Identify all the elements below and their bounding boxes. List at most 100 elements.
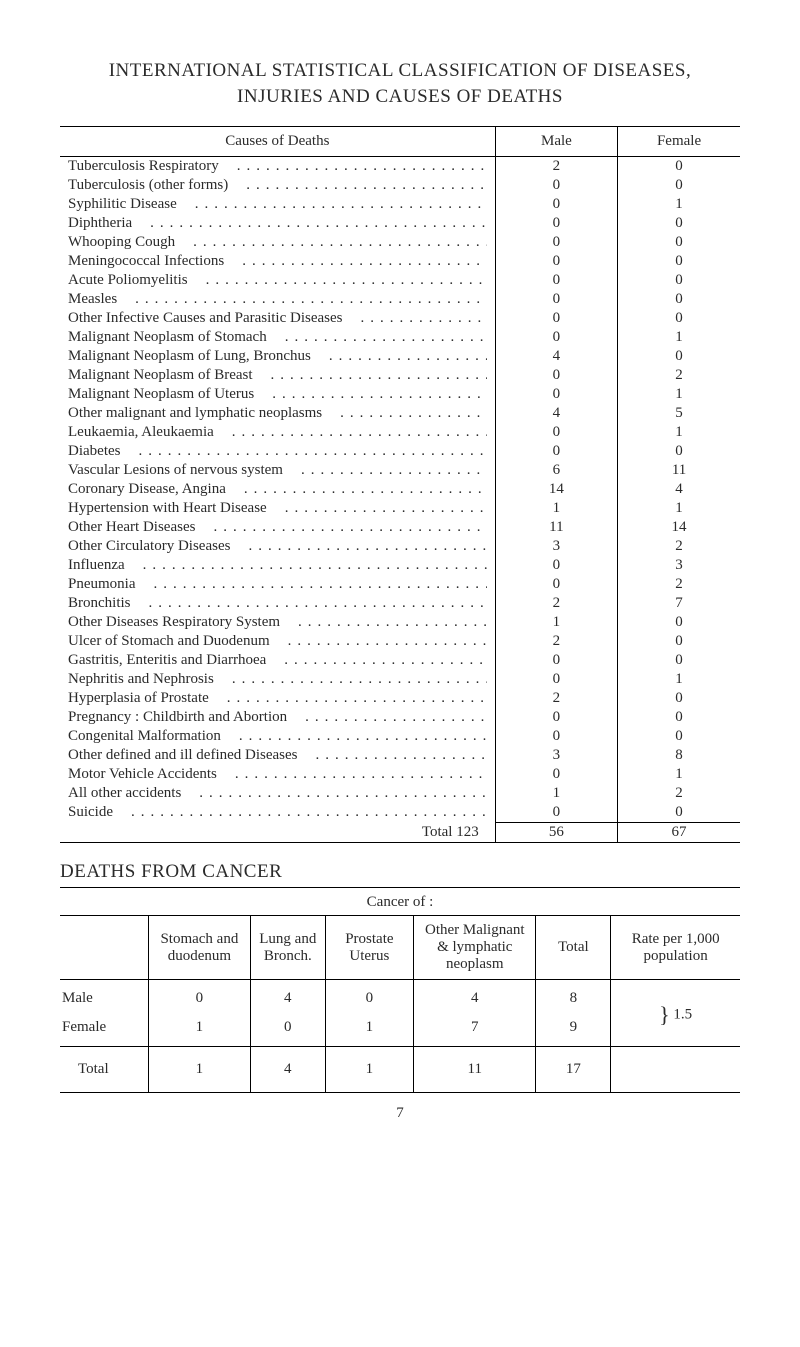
male-cell: 0: [495, 214, 617, 233]
leader-dots: ........................................…: [253, 367, 487, 384]
page-number: 7: [60, 1105, 740, 1122]
cause-cell: Malignant Neoplasm of Stomach...........…: [60, 328, 495, 347]
cause-label: Motor Vehicle Accidents: [68, 766, 217, 783]
male-cell: 0: [495, 708, 617, 727]
female-cell: 0: [618, 708, 740, 727]
cause-label: Malignant Neoplasm of Uterus: [68, 386, 254, 403]
female-cell: 1: [618, 670, 740, 689]
male-cell: 2: [495, 594, 617, 613]
cause-cell: Hypertension with Heart Disease.........…: [60, 499, 495, 518]
page-title-line1: INTERNATIONAL STATISTICAL CLASSIFICATION…: [60, 60, 740, 82]
female-cell: 0: [618, 157, 740, 177]
female-cell: 1: [618, 195, 740, 214]
cancer-table: Stomach and duodenum Lung and Bronch. Pr…: [60, 915, 740, 1093]
leader-dots: ........................................…: [120, 443, 486, 460]
col-header-male: Male: [495, 127, 617, 157]
male-cell: 0: [495, 385, 617, 404]
female-cell: 8: [618, 746, 740, 765]
female-cell: 0: [618, 252, 740, 271]
male-cell: 0: [495, 252, 617, 271]
cause-label: Tuberculosis Respiratory: [68, 158, 219, 175]
leader-dots: ........................................…: [298, 747, 487, 764]
cause-cell: Malignant Neoplasm of Uterus............…: [60, 385, 495, 404]
cause-label: Vascular Lesions of nervous system: [68, 462, 283, 479]
cancer-col-rate: Rate per 1,000 population: [611, 916, 740, 980]
cause-cell: Other Circulatory Diseases..............…: [60, 537, 495, 556]
male-cell: 0: [495, 309, 617, 328]
leader-dots: ........................................…: [217, 766, 487, 783]
cause-cell: Coronary Disease, Angina................…: [60, 480, 495, 499]
female-cell: 2: [618, 575, 740, 594]
cause-cell: Vascular Lesions of nervous system......…: [60, 461, 495, 480]
table-row: Coronary Disease, Angina................…: [60, 480, 740, 499]
table-row: Congenital Malformation.................…: [60, 727, 740, 746]
male-cell: 4: [495, 404, 617, 423]
cancer-col-prostate: Prostate Uterus: [325, 916, 413, 980]
male-cell: 0: [495, 271, 617, 290]
male-cell: 0: [495, 366, 617, 385]
leader-dots: ........................................…: [195, 519, 486, 536]
leader-dots: ........................................…: [221, 728, 487, 745]
leader-dots: ........................................…: [132, 215, 487, 232]
cancer-row-male-label: Male: [60, 980, 148, 1014]
table-row: All other accidents.....................…: [60, 784, 740, 803]
cause-label: All other accidents: [68, 785, 181, 802]
leader-dots: ........................................…: [283, 462, 487, 479]
female-cell: 0: [618, 803, 740, 823]
cancer-total-total: 17: [536, 1047, 611, 1093]
table-row: Suicide.................................…: [60, 803, 740, 823]
cause-label: Syphilitic Disease: [68, 196, 177, 213]
male-cell: 0: [495, 290, 617, 309]
male-cell: 1: [495, 613, 617, 632]
table-row: Other defined and ill defined Diseases..…: [60, 746, 740, 765]
leader-dots: ........................................…: [214, 671, 487, 688]
cause-label: Other malignant and lymphatic neoplasms: [68, 405, 322, 422]
cancer-rate-cell: } 1.5: [611, 980, 740, 1047]
cause-cell: Leukaemia, Aleukaemia...................…: [60, 423, 495, 442]
table-row: Nephritis and Nephrosis.................…: [60, 670, 740, 689]
female-cell: 11: [618, 461, 740, 480]
male-cell: 0: [495, 176, 617, 195]
female-cell: 2: [618, 537, 740, 556]
table-row: Motor Vehicle Accidents.................…: [60, 765, 740, 784]
cause-label: Malignant Neoplasm of Breast: [68, 367, 253, 384]
cancer-total-stomach: 1: [148, 1047, 250, 1093]
cause-label: Malignant Neoplasm of Stomach: [68, 329, 267, 346]
leader-dots: ........................................…: [136, 576, 487, 593]
cause-label: Diphtheria: [68, 215, 132, 232]
leader-dots: ........................................…: [266, 652, 486, 669]
cause-label: Other defined and ill defined Diseases: [68, 747, 298, 764]
leader-dots: ........................................…: [267, 500, 487, 517]
total-label: Total 123: [60, 823, 495, 843]
leader-dots: ........................................…: [209, 690, 487, 707]
female-cell: 0: [618, 214, 740, 233]
leader-dots: ........................................…: [270, 633, 487, 650]
cancer-total-other: 11: [414, 1047, 536, 1093]
female-cell: 7: [618, 594, 740, 613]
cause-label: Other Infective Causes and Parasitic Dis…: [68, 310, 343, 327]
leader-dots: ........................................…: [175, 234, 487, 251]
cause-cell: Measles.................................…: [60, 290, 495, 309]
cause-label: Leukaemia, Aleukaemia: [68, 424, 214, 441]
cancer-row-male-other: 4: [414, 980, 536, 1014]
female-cell: 1: [618, 765, 740, 784]
table-row: Pneumonia...............................…: [60, 575, 740, 594]
male-cell: 11: [495, 518, 617, 537]
table-row: Bronchitis..............................…: [60, 594, 740, 613]
cancer-row-male-prostate: 0: [325, 980, 413, 1014]
cancer-row-female-label: Female: [60, 1013, 148, 1047]
table-row: Diphtheria..............................…: [60, 214, 740, 233]
male-cell: 3: [495, 746, 617, 765]
cause-label: Hypertension with Heart Disease: [68, 500, 267, 517]
male-cell: 0: [495, 765, 617, 784]
cancer-row-male-stomach: 0: [148, 980, 250, 1014]
female-cell: 4: [618, 480, 740, 499]
cause-cell: Pneumonia...............................…: [60, 575, 495, 594]
cause-label: Tuberculosis (other forms): [68, 177, 228, 194]
female-cell: 1: [618, 423, 740, 442]
cause-cell: Other Heart Diseases....................…: [60, 518, 495, 537]
female-cell: 2: [618, 784, 740, 803]
cause-cell: Nephritis and Nephrosis.................…: [60, 670, 495, 689]
cause-cell: Tuberculosis Respiratory................…: [60, 157, 495, 177]
cancer-row-female-total: 9: [536, 1013, 611, 1047]
